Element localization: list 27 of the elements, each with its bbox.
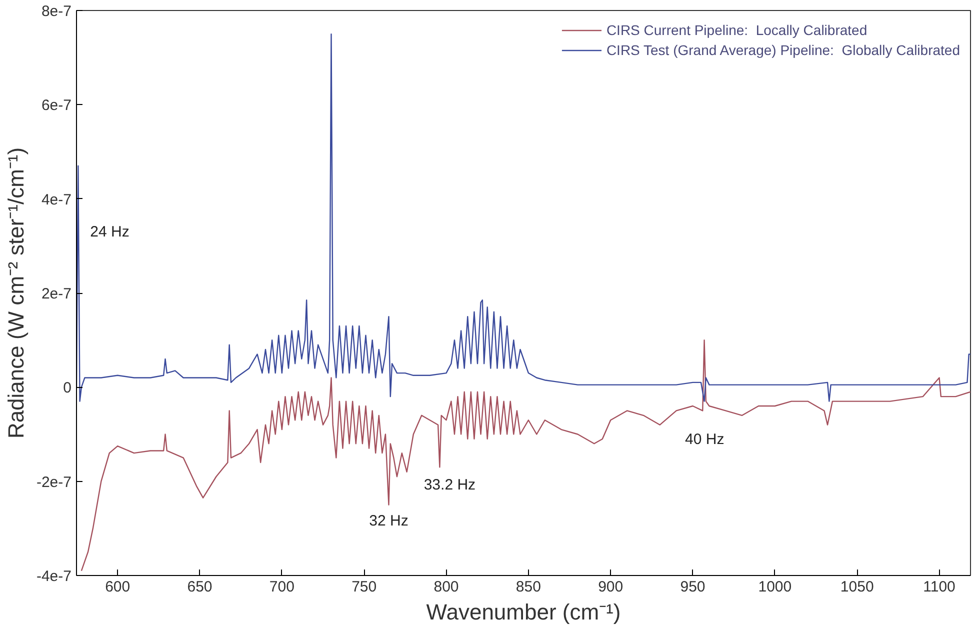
y-tick-label: -4e-7 — [36, 568, 72, 585]
x-tick-label: 600 — [105, 578, 130, 596]
x-tick-label: 700 — [269, 578, 294, 596]
x-tick-label: 850 — [516, 578, 541, 596]
x-tick-label: 650 — [187, 578, 212, 596]
annotation: 33.2 Hz — [424, 476, 476, 494]
x-tick-label: 750 — [352, 578, 377, 596]
y-tick-label: 8e-7 — [41, 3, 72, 20]
x-tick-label: 900 — [598, 578, 624, 596]
annotation: 24 Hz — [90, 223, 130, 240]
x-tick-label: 1050 — [840, 578, 874, 596]
y-tick-label: 2e-7 — [41, 286, 72, 302]
line-series — [80, 339, 970, 572]
x-tick-label: 800 — [434, 578, 459, 596]
y-tick-label: -2e-7 — [36, 474, 72, 491]
y-tick-label: 4e-7 — [41, 191, 72, 208]
x-tick-label: 1100 — [923, 578, 956, 596]
y-tick-label: 0 — [63, 380, 72, 397]
legend-label: CIRS Current Pipeline: Locally Calibrated — [606, 22, 868, 38]
y-tick-label: 6e-7 — [41, 97, 72, 114]
x-tick-label: 1000 — [758, 578, 792, 596]
annotation: 32 Hz — [369, 512, 408, 530]
y-axis-title: Radiance (W cm⁻² ster⁻¹/cm⁻¹) — [3, 147, 28, 439]
legend-label: CIRS Test (Grand Average) Pipeline: Globally Calibrated — [606, 42, 960, 58]
annotation: 40 Hz — [685, 431, 724, 448]
x-tick-label: 950 — [680, 578, 706, 596]
x-axis-title: Wavenumber (cm⁻¹) — [426, 600, 621, 624]
